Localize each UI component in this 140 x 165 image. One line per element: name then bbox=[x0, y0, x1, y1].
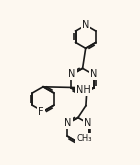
Text: N: N bbox=[90, 69, 97, 79]
Text: N: N bbox=[82, 20, 89, 30]
Text: N: N bbox=[64, 118, 72, 128]
Text: N: N bbox=[68, 69, 76, 79]
Text: F: F bbox=[38, 107, 44, 117]
Text: NH: NH bbox=[76, 85, 91, 95]
Text: CH₃: CH₃ bbox=[76, 134, 92, 143]
Text: N: N bbox=[84, 118, 92, 128]
